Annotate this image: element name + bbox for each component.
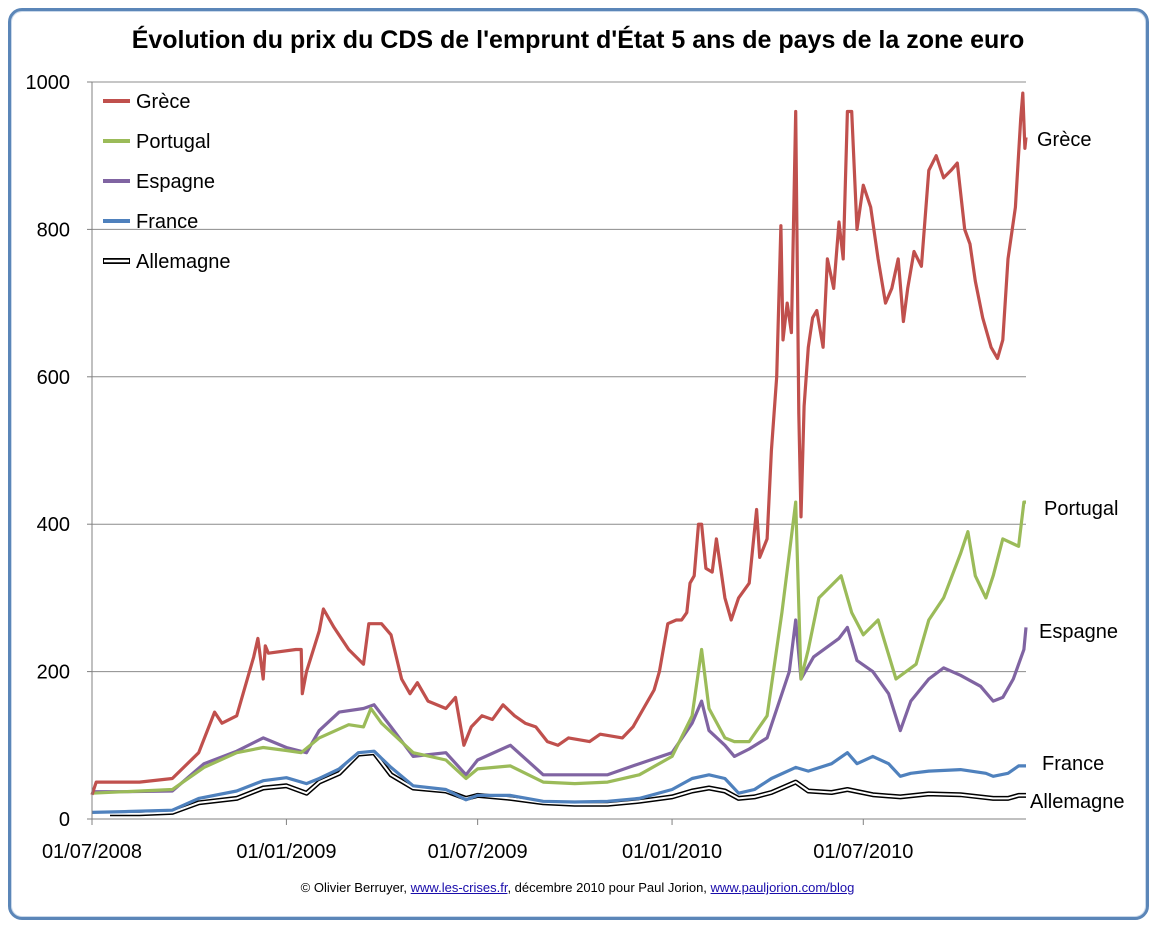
end-label-portugal: Portugal xyxy=(1044,498,1119,520)
y-tick-label: 200 xyxy=(37,662,70,684)
series-lines xyxy=(90,91,1028,817)
end-label-france: France xyxy=(1042,753,1104,775)
legend-label-espagne: Espagne xyxy=(136,171,215,193)
grid-lines xyxy=(92,81,1026,673)
link-pauljorion[interactable]: www.pauljorion.com/blog xyxy=(710,880,855,895)
x-tick-label: 01/07/2010 xyxy=(813,841,913,863)
y-tick-label: 600 xyxy=(37,367,70,389)
x-tick-label: 01/07/2008 xyxy=(42,841,142,863)
y-tick-label: 800 xyxy=(37,219,70,241)
link-les-crises[interactable]: www.les-crises.fr xyxy=(410,880,508,895)
y-tick-label: 400 xyxy=(37,514,70,536)
right-labels: Grèce Portugal Espagne France Allemagne xyxy=(1030,129,1125,813)
series-line-allemagne xyxy=(110,751,1026,815)
y-tick-label: 1000 xyxy=(26,72,71,94)
end-label-allemagne: Allemagne xyxy=(1030,791,1125,813)
legend-label-grece: Grèce xyxy=(136,91,190,113)
footer-copyright: © Olivier Berruyer, xyxy=(300,880,408,895)
series-line-espagne xyxy=(92,618,1028,794)
legend-label-portugal: Portugal xyxy=(136,131,211,153)
y-tick-label: 0 xyxy=(59,809,70,831)
chart-title: Évolution du prix du CDS de l'emprunt d'… xyxy=(132,25,1025,54)
footer-middle: , décembre 2010 pour Paul Jorion, xyxy=(507,880,707,895)
legend: Grèce Portugal Espagne France Allemagne xyxy=(103,91,231,273)
x-tick-label: 01/07/2009 xyxy=(428,841,528,863)
axes: 0 200 400 600 800 1000 01/07/2008 01/01/2009 01/… xyxy=(26,72,1026,863)
series-line-portugal xyxy=(91,500,1026,795)
x-tick-label: 01/01/2010 xyxy=(622,841,722,863)
series-line-france xyxy=(91,749,1026,814)
series-line-grece xyxy=(90,91,1028,796)
legend-label-allemagne: Allemagne xyxy=(136,251,231,273)
footer-credit: © Olivier Berruyer, www.les-crises.fr, d… xyxy=(0,880,1155,895)
end-label-espagne: Espagne xyxy=(1039,621,1118,643)
end-label-grece: Grèce xyxy=(1037,129,1091,151)
legend-label-france: France xyxy=(136,211,198,233)
x-tick-label: 01/01/2009 xyxy=(236,841,336,863)
